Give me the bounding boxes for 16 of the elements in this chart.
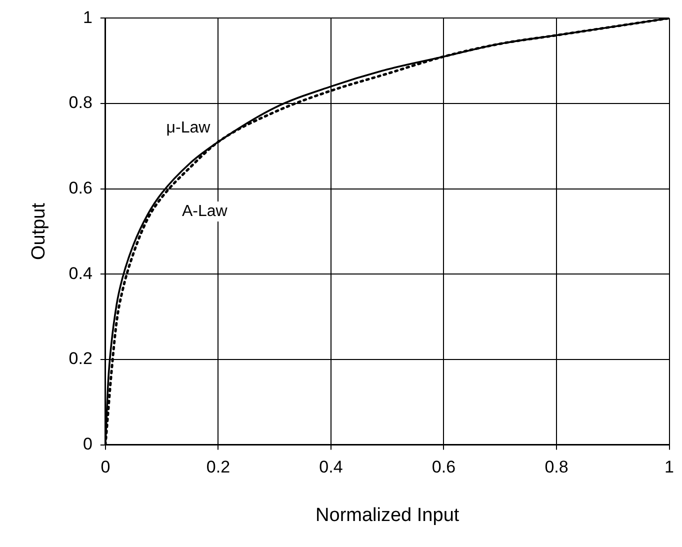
y-tick-label: 0 [82,434,92,454]
x-tick-label: 1 [664,458,674,477]
y-tick-label: 0.4 [68,264,92,283]
y-tick-label: 1 [82,8,92,27]
x-tick-label: 0.8 [544,458,568,477]
series-label: A-Law [182,202,228,220]
x-tick-label: 0 [100,458,110,477]
y-tick-label: 0.8 [68,93,92,112]
series-label: μ-Law [166,119,211,136]
y-tick-label: 0.6 [68,178,92,198]
y-axis-title: Output [28,202,50,260]
x-tick-label: 0.6 [432,458,456,477]
x-tick-label: 0.2 [206,458,230,477]
y-tick-label: 0.2 [68,349,92,368]
x-tick-label: 0.4 [319,458,343,477]
x-axis-title: Normalized Input [316,504,460,526]
